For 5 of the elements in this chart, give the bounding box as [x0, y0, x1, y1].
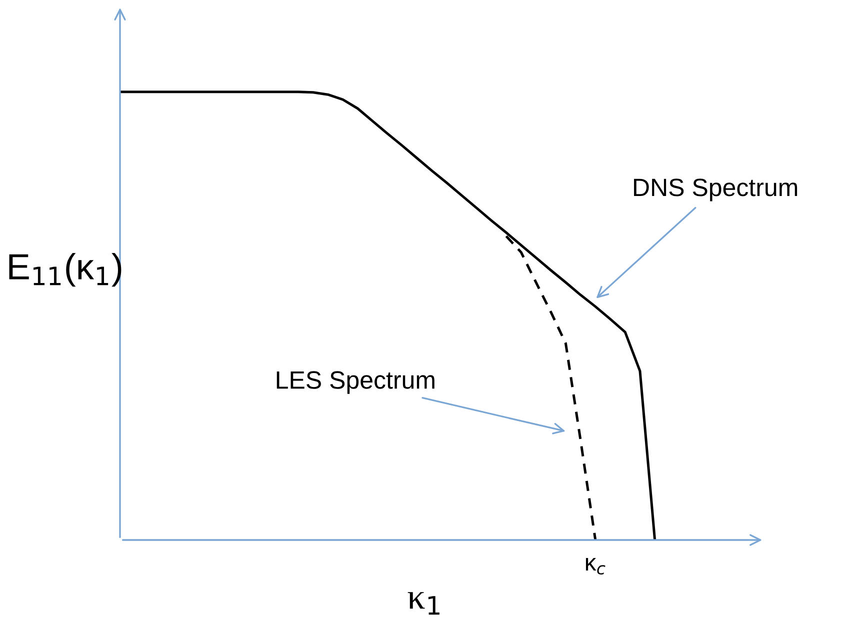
annotation: LES Spectrum — [276, 371, 434, 394]
text: κ$_{c}$ — [586, 558, 606, 575]
x-axis-title: κ$_{1}$ — [408, 592, 440, 615]
annotation: DNS Spectrum — [634, 178, 798, 202]
y-axis-title: E$_{11}$(κ$_{1}$) — [9, 253, 122, 287]
